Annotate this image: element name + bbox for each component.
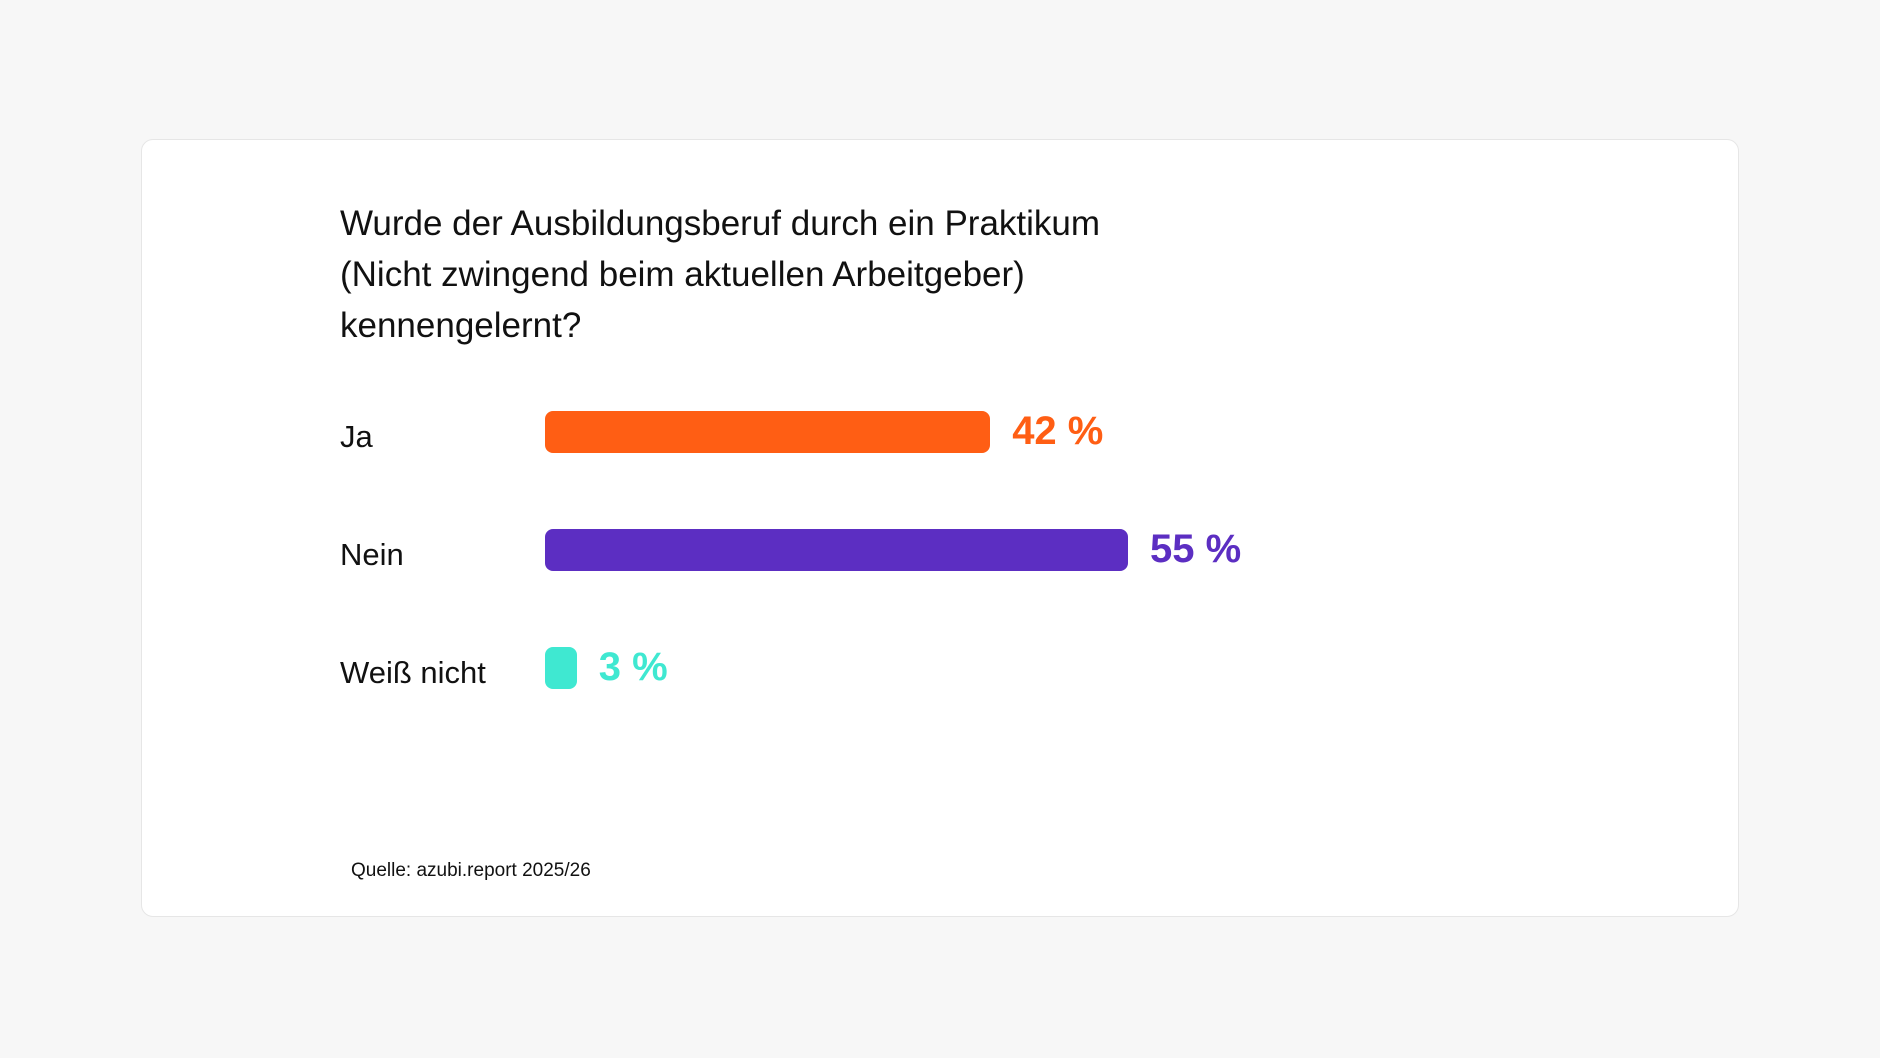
category-label: Nein: [340, 537, 404, 572]
value-label: 3 %: [598, 645, 668, 689]
category-label: Ja: [340, 419, 373, 454]
bar: [545, 411, 991, 453]
bar-row: Nein 55 %: [340, 523, 1440, 583]
bar-chart: Ja 42 % Nein 55 % Weiß nicht 3 %: [340, 405, 1440, 725]
value-label: 55 %: [1150, 527, 1242, 571]
chart-card: Wurde der Ausbildungsberuf durch ein Pra…: [141, 139, 1739, 917]
bar: [545, 647, 577, 689]
source-note: Quelle: azubi.report 2025/26: [351, 860, 591, 881]
category-label: Weiß nicht: [340, 655, 486, 690]
bar: [545, 529, 1128, 571]
bar-row: Weiß nicht 3 %: [340, 641, 1440, 701]
value-label: 42 %: [1012, 409, 1104, 453]
bar-row: Ja 42 %: [340, 405, 1440, 465]
chart-title: Wurde der Ausbildungsberuf durch ein Pra…: [340, 204, 1101, 345]
